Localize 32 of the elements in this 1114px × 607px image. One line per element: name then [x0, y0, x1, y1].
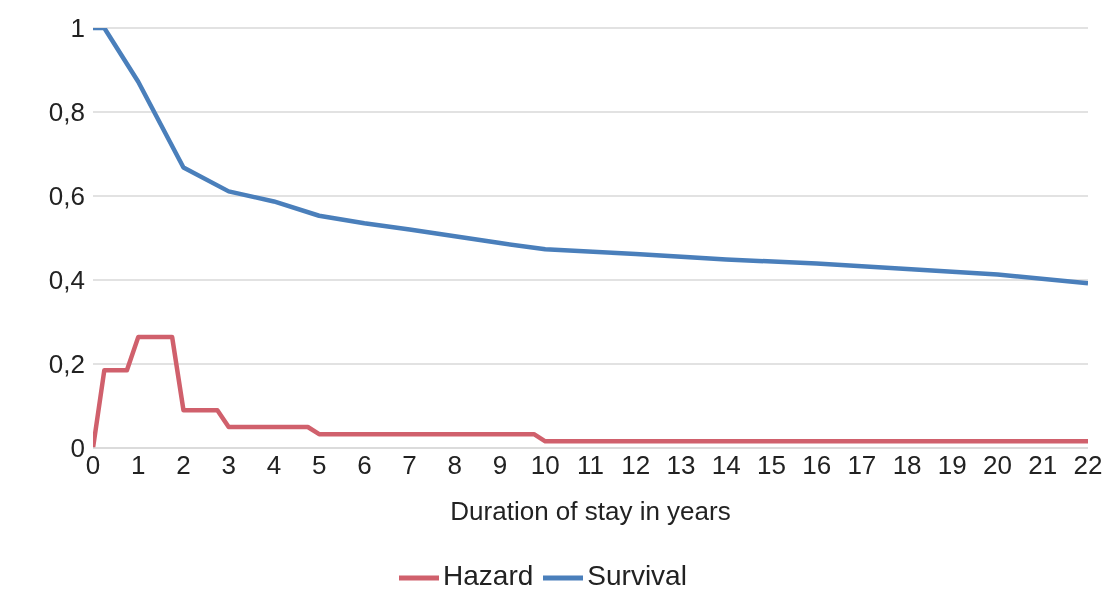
x-tick-label: 3 [221, 450, 236, 481]
x-tick-label: 16 [802, 450, 832, 481]
x-tick-label: 17 [847, 450, 877, 481]
x-tick-label: 7 [402, 450, 417, 481]
x-tick-label: 2 [176, 450, 191, 481]
x-tick-label: 6 [357, 450, 372, 481]
x-tick-label: 22 [1073, 450, 1103, 481]
x-tick-label: 19 [937, 450, 967, 481]
x-tick-label: 10 [530, 450, 560, 481]
x-axis-title: Duration of stay in years [450, 496, 731, 526]
y-tick-label: 0,8 [48, 97, 85, 128]
x-tick-label: 4 [266, 450, 282, 481]
x-tick-label: 8 [447, 450, 463, 481]
x-tick-label: 5 [311, 450, 327, 481]
x-tick-label: 21 [1028, 450, 1058, 481]
x-tick-label: 18 [892, 450, 922, 481]
x-tick-label: 15 [756, 450, 786, 481]
x-tick-label: 12 [621, 450, 651, 481]
y-tick-label: 0,6 [48, 181, 85, 212]
y-tick-label: 0,2 [48, 349, 85, 380]
x-tick-label: 1 [130, 450, 146, 481]
line-series [93, 28, 1088, 286]
x-tick-label: 14 [711, 450, 741, 481]
legend-label: Hazard [443, 560, 534, 592]
x-tick-label: 11 [577, 450, 604, 481]
legend-label: Survival [587, 560, 687, 592]
x-tick-label: 20 [983, 450, 1013, 481]
x-tick-label: 13 [666, 450, 696, 481]
x-tick-label: 9 [492, 450, 508, 481]
y-tick-label: 1 [70, 13, 85, 44]
y-tick-label: 0,4 [48, 265, 85, 296]
line-series [93, 334, 1088, 448]
